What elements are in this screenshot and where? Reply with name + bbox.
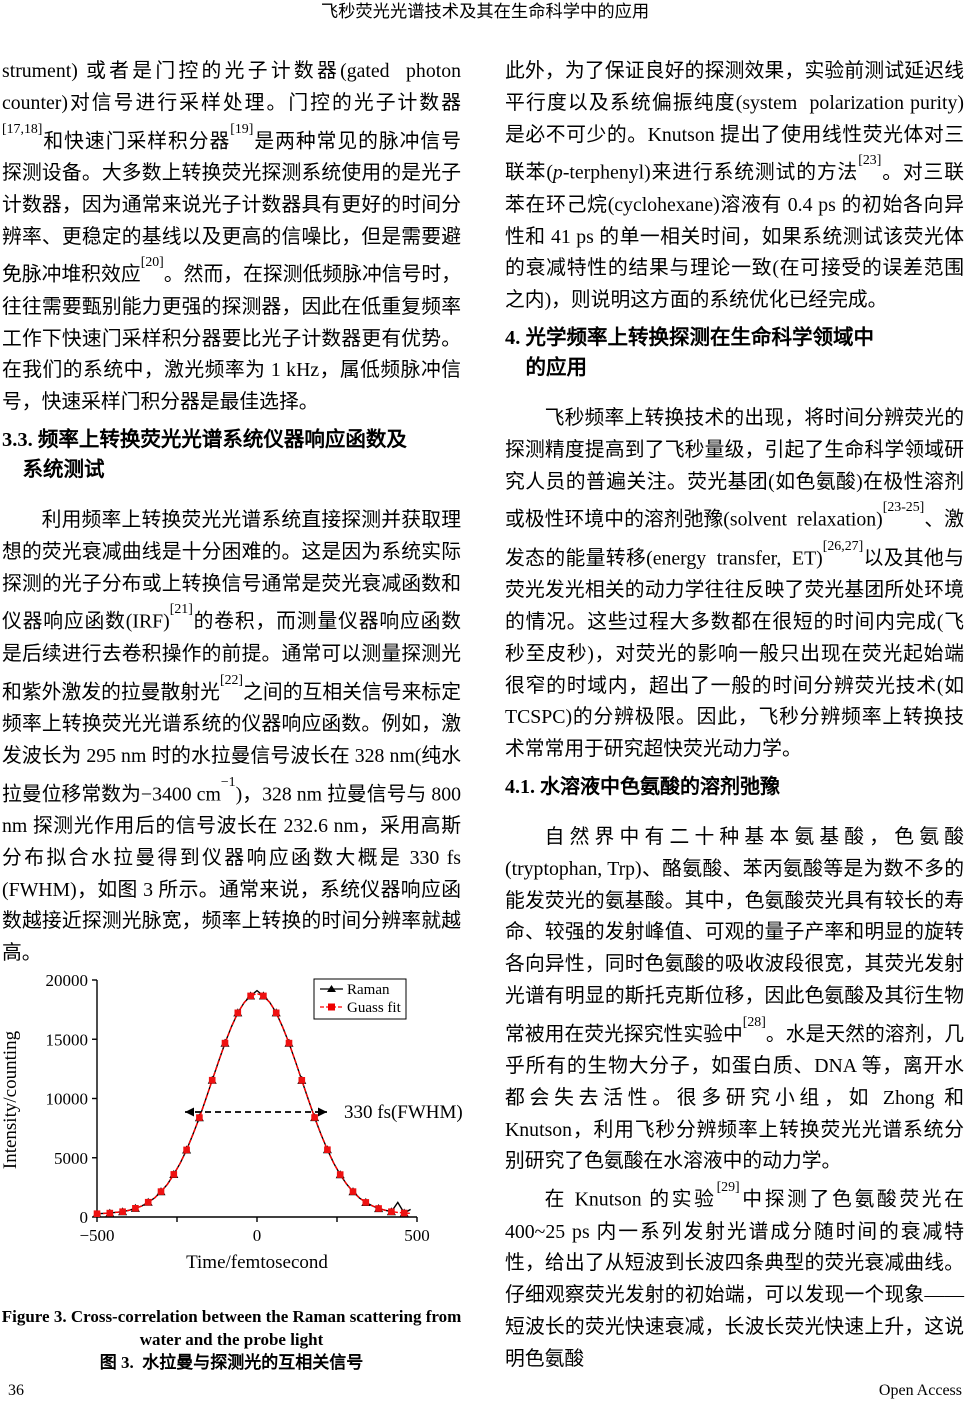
svg-text:Time/femtosecond: Time/femtosecond [186, 1252, 328, 1273]
svg-text:Raman: Raman [347, 982, 390, 998]
svg-text:−500: −500 [79, 1226, 114, 1245]
svg-text:5000: 5000 [54, 1149, 88, 1168]
svg-text:0: 0 [80, 1208, 89, 1227]
svg-text:330 fs(FWHM): 330 fs(FWHM) [344, 1102, 463, 1123]
svg-text:500: 500 [404, 1226, 430, 1245]
svg-text:15000: 15000 [46, 1030, 89, 1049]
svg-text:20000: 20000 [46, 971, 89, 990]
svg-text:0: 0 [253, 1226, 262, 1245]
svg-text:Intensity/counting: Intensity/counting [2, 1030, 21, 1169]
svg-text:10000: 10000 [46, 1090, 89, 1109]
svg-text:Guass fit: Guass fit [347, 1000, 402, 1016]
